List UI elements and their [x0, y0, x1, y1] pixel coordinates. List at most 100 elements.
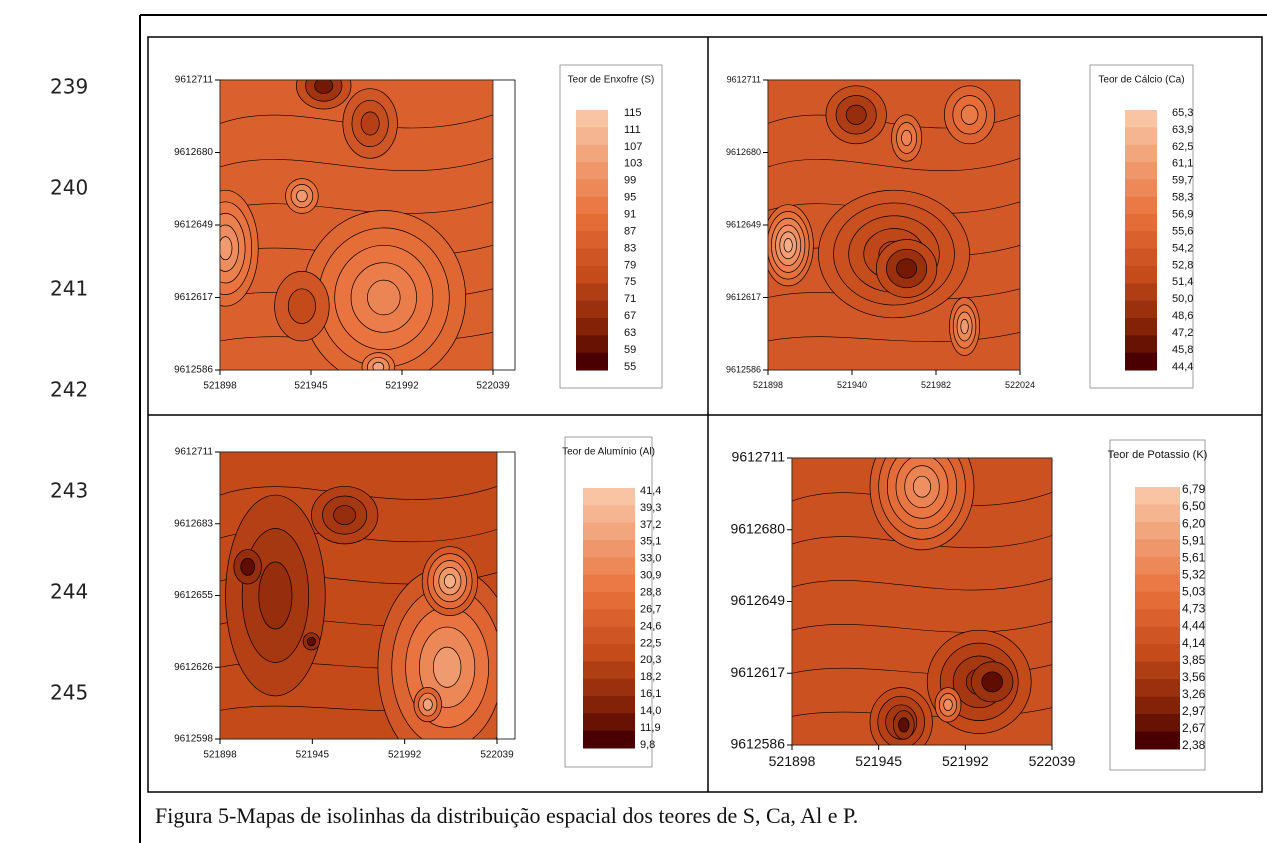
legend-label: 4,44	[1182, 619, 1206, 633]
legend-band	[583, 505, 635, 524]
y-tick-label: 9612649	[730, 592, 785, 608]
x-tick-label: 521992	[942, 753, 989, 769]
legend-label: 75	[624, 276, 636, 288]
legend-band	[1135, 626, 1180, 645]
contour-region	[422, 698, 433, 711]
legend-label: 99	[624, 175, 636, 187]
legend-label: 2,67	[1182, 721, 1206, 735]
legend-band	[1125, 231, 1157, 250]
y-tick-label: 9612617	[726, 292, 761, 302]
legend-band	[1125, 300, 1157, 319]
line-number: 239	[50, 75, 88, 99]
legend-band	[583, 661, 635, 680]
legend-band	[1135, 696, 1180, 715]
legend-label: 54,2	[1172, 242, 1193, 254]
legend-label: 41,4	[640, 485, 661, 497]
legend-band	[583, 522, 635, 541]
legend-title: Teor de Cálcio (Ca)	[1098, 75, 1184, 86]
contour-region	[981, 671, 1003, 693]
x-tick-label: 521898	[753, 380, 783, 390]
y-tick-label: 9612598	[174, 734, 213, 745]
contour-line	[792, 621, 1052, 633]
y-tick-label: 9612711	[175, 447, 214, 458]
legend-band	[1135, 609, 1180, 628]
contour-region	[960, 104, 979, 125]
legend-band	[1125, 110, 1157, 128]
legend-band	[576, 179, 608, 198]
legend-band	[583, 696, 635, 714]
legend-label: 63	[624, 327, 636, 339]
contour-region	[258, 561, 293, 630]
legend-label: 103	[624, 158, 642, 170]
x-tick-label: 521982	[921, 380, 951, 390]
legend-band	[1125, 266, 1157, 284]
legend-label: 30,9	[640, 570, 661, 582]
legend-band	[583, 609, 635, 628]
legend-label: 3,26	[1182, 687, 1206, 701]
legend-band	[576, 162, 608, 180]
legend-label: 111	[624, 124, 641, 136]
x-tick-label: 521898	[203, 381, 237, 392]
contour-region	[372, 361, 385, 370]
legend-band	[576, 144, 608, 163]
legend-label: 3,85	[1182, 653, 1206, 667]
legend-band	[576, 266, 608, 284]
legend-label: 26,7	[640, 603, 661, 615]
legend-label: 107	[624, 141, 642, 153]
contour-region	[783, 238, 793, 253]
contour-region	[360, 111, 380, 136]
contour-region	[444, 573, 456, 589]
legend-band	[1125, 127, 1157, 146]
legend-band	[583, 540, 635, 558]
legend-title: Teor de Enxofre (S)	[568, 75, 655, 86]
legend-band	[1125, 283, 1157, 302]
contour-region	[943, 698, 953, 711]
contour-map	[220, 452, 497, 739]
y-tick-label: 9612649	[174, 220, 213, 231]
legend-label: 4,73	[1182, 602, 1206, 616]
contour-region	[367, 279, 401, 316]
legend-band	[576, 352, 608, 371]
contour-line	[220, 158, 493, 172]
legend-label: 79	[624, 259, 636, 271]
y-tick-label: 9612649	[726, 219, 761, 229]
legend-label: 24,6	[640, 620, 661, 632]
contour-region	[960, 318, 969, 335]
contour-region	[287, 288, 316, 324]
legend-band	[583, 730, 635, 749]
legend-label: 28,8	[640, 587, 661, 599]
legend-label: 65,3	[1172, 107, 1193, 119]
legend-label: 39,3	[640, 502, 661, 514]
contour-region	[296, 189, 308, 203]
legend-band	[583, 557, 635, 576]
legend-label: 48,6	[1172, 310, 1193, 322]
x-tick-label: 521940	[837, 380, 867, 390]
legend-label: 37,2	[640, 519, 661, 531]
legend-band	[1125, 214, 1157, 232]
line-number: 245	[50, 681, 88, 705]
legend-band	[1135, 714, 1180, 733]
legend-label: 11,9	[640, 722, 661, 734]
contour-map	[220, 80, 493, 370]
legend-label: 33,0	[640, 553, 661, 565]
legend-label: 59	[624, 344, 636, 356]
legend-label: 115	[624, 107, 642, 119]
contour-region	[220, 236, 233, 261]
legend-band	[1135, 731, 1180, 750]
y-tick-label: 9612683	[174, 518, 213, 529]
legend-band	[583, 626, 635, 645]
legend-label: 6,50	[1182, 499, 1206, 513]
legend-label: 47,2	[1172, 327, 1193, 339]
legend-label: 91	[624, 209, 636, 221]
legend-band	[576, 214, 608, 232]
legend-band	[583, 713, 635, 732]
legend-band	[583, 678, 635, 697]
legend-label: 18,2	[640, 671, 661, 683]
legend-label: 59,7	[1172, 175, 1193, 187]
legend-band	[1135, 679, 1180, 698]
legend-label: 61,1	[1172, 158, 1193, 170]
legend-label: 5,91	[1182, 533, 1206, 547]
legend-band	[1135, 661, 1180, 680]
y-tick-label: 9612586	[726, 364, 761, 374]
